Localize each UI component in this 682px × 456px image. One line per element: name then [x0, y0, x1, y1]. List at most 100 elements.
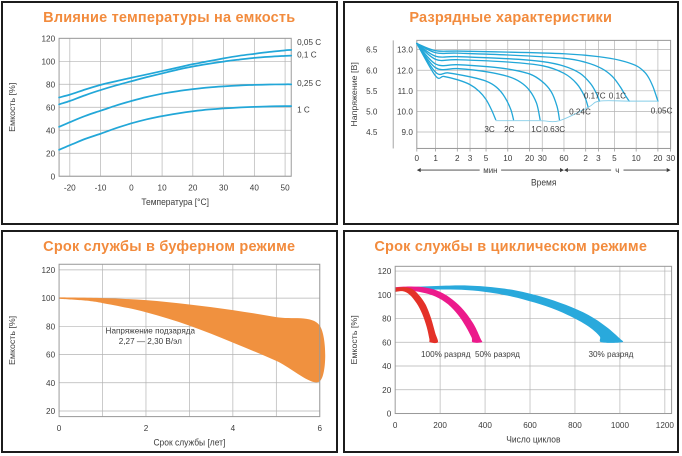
annotation: 0.05C: [650, 105, 672, 115]
y-tick-label: 20: [46, 406, 55, 416]
annotation: 0.24C: [569, 106, 591, 116]
x-tick-label: 30: [537, 153, 546, 163]
annotation: 0.17C: [583, 90, 605, 100]
chart-temperature-capacity: -20 -10 0 10 20 30 40 50 0 20 40 60 80 100 120 Температ…: [7, 33, 321, 207]
bracket-arrow-right: [666, 167, 671, 173]
x-tick-label: 50: [281, 182, 290, 192]
panel-cyclic-service-life: Срок службы в циклическом режиме 0 200 400…: [342, 229, 679, 453]
x-tick-label: 2: [455, 153, 460, 163]
y-tick-label: 0: [386, 409, 391, 419]
y-tick-label: 10.0: [396, 106, 412, 116]
y-tick-label: 13.0: [396, 44, 412, 54]
chart-buffer-service-life: 0 2 4 6 20 40 60 80 100 120 Срок службы [лет] Емкос…: [7, 264, 326, 448]
chart-title: Срок службы в буферном режиме: [43, 238, 296, 255]
series-path: [415, 42, 630, 102]
x-tick-label: 1: [433, 153, 438, 163]
y-tick-label: 11.0: [397, 86, 413, 96]
y-tick-label: 80: [46, 322, 55, 332]
series-path: [415, 42, 589, 108]
x-tick-label: 800: [568, 420, 582, 430]
band-50-percent-discharge: [394, 286, 482, 344]
x-tick-label: 0: [129, 182, 134, 192]
series-path: [415, 42, 560, 121]
x-tick-label: 1000: [610, 420, 628, 430]
x-tick-label: 20: [188, 182, 197, 192]
x-axis-title: Время: [531, 177, 557, 187]
plot-border: [394, 266, 672, 415]
y-axis-title: Напряжение [В]: [348, 62, 358, 126]
annotation: 2C: [504, 124, 514, 134]
x-tick-label: 2: [144, 423, 149, 433]
cutoff-voltage-line: [495, 100, 658, 123]
y-tick-label: 120: [377, 266, 391, 276]
y2-tick-label: 4.5: [366, 127, 378, 137]
x-tick-label: 5: [483, 153, 488, 163]
y-tick-label: 9.0: [401, 127, 413, 137]
band-100-percent-discharge: [394, 287, 438, 344]
y-tick-label: 60: [46, 350, 55, 360]
y-tick-label: 40: [46, 378, 55, 388]
chart-title: Разрядные характеристики: [409, 10, 613, 26]
x-tick-label: 60: [559, 153, 568, 163]
y2-tick-label: 6.0: [366, 65, 378, 75]
x-tick-label: 6: [317, 423, 322, 433]
bracket-unit-label: ч: [615, 166, 619, 175]
annotation: 0.1C: [608, 90, 625, 100]
annotation: Напряжение подзаряда: [106, 326, 196, 336]
y-tick-label: 20: [382, 385, 391, 395]
band-30-percent-discharge: [394, 285, 623, 344]
x-tick-label: 10: [503, 153, 512, 163]
series-path: [415, 42, 659, 102]
series-path: [415, 42, 541, 121]
x-tick-label: 0: [414, 153, 419, 163]
chart-title: Срок службы в циклическом режиме: [374, 238, 648, 255]
x-tick-label: 10: [631, 153, 640, 163]
bracket-arrow-left: [416, 167, 421, 173]
annotation: 0.63C: [543, 124, 565, 134]
x-axis-title: Срок службы [лет]: [153, 438, 225, 448]
x-tick-label: 30: [666, 153, 675, 163]
x-tick-label: 40: [250, 182, 259, 192]
series-path: [415, 42, 600, 102]
series-path: [58, 54, 293, 106]
y-axis-title: Емкость [%]: [348, 316, 358, 365]
y-tick-label: 100: [377, 290, 391, 300]
series-path: [58, 83, 293, 128]
series-label: 0,05 C: [297, 37, 321, 47]
x-tick-label: 20: [524, 153, 533, 163]
annotation: 50% разряд: [474, 350, 519, 360]
chart-title: Влияние температуры на емкость: [43, 10, 296, 26]
series-path: [58, 105, 293, 151]
bracket-unit-label: мин: [483, 166, 497, 175]
x-tick-label: -20: [64, 182, 76, 192]
x-tick-label: 3: [467, 153, 472, 163]
x-axis-title: Температура [°C]: [141, 197, 209, 207]
y2-tick-label: 6.5: [366, 44, 378, 54]
panel-discharge-characteristics: Разрядные характеристики 0 1 2 3 5 10 20 30 60 2 3…: [342, 1, 679, 225]
x-tick-label: 0: [392, 420, 397, 430]
x-tick-label: 3: [596, 153, 601, 163]
y-tick-label: 0: [51, 171, 56, 181]
x-tick-label: 1200: [655, 420, 673, 430]
panel-buffer-service-life: Срок службы в буферном режиме 0 2 4 6 20 40 60…: [1, 229, 338, 453]
y-tick-label: 20: [46, 148, 55, 158]
series-path: [415, 42, 514, 121]
y-axis-title: Емкость [%]: [7, 316, 17, 365]
annotation: 3C: [484, 124, 494, 134]
y2-tick-label: 5.0: [366, 106, 378, 116]
chart-discharge-characteristics: 0 1 2 3 5 10 20 30 60 2 3 5 10 20 309.04.510.05.011.05…: [348, 39, 675, 187]
series-path: [415, 42, 496, 121]
y-tick-label: 120: [42, 265, 56, 275]
x-tick-label: 20: [653, 153, 662, 163]
y-tick-label: 120: [42, 33, 56, 43]
y-tick-label: 60: [382, 338, 391, 348]
x-tick-label: 0: [57, 423, 62, 433]
series-label: 0,1 C: [297, 49, 316, 59]
y-tick-label: 80: [46, 79, 55, 89]
bracket-arrow-left: [563, 167, 568, 173]
x-tick-label: 5: [612, 153, 617, 163]
annotation: 2,27 — 2,30 В/эл: [119, 336, 182, 346]
y-axis-title: Емкость [%]: [7, 83, 17, 132]
y-tick-label: 100: [42, 56, 56, 66]
